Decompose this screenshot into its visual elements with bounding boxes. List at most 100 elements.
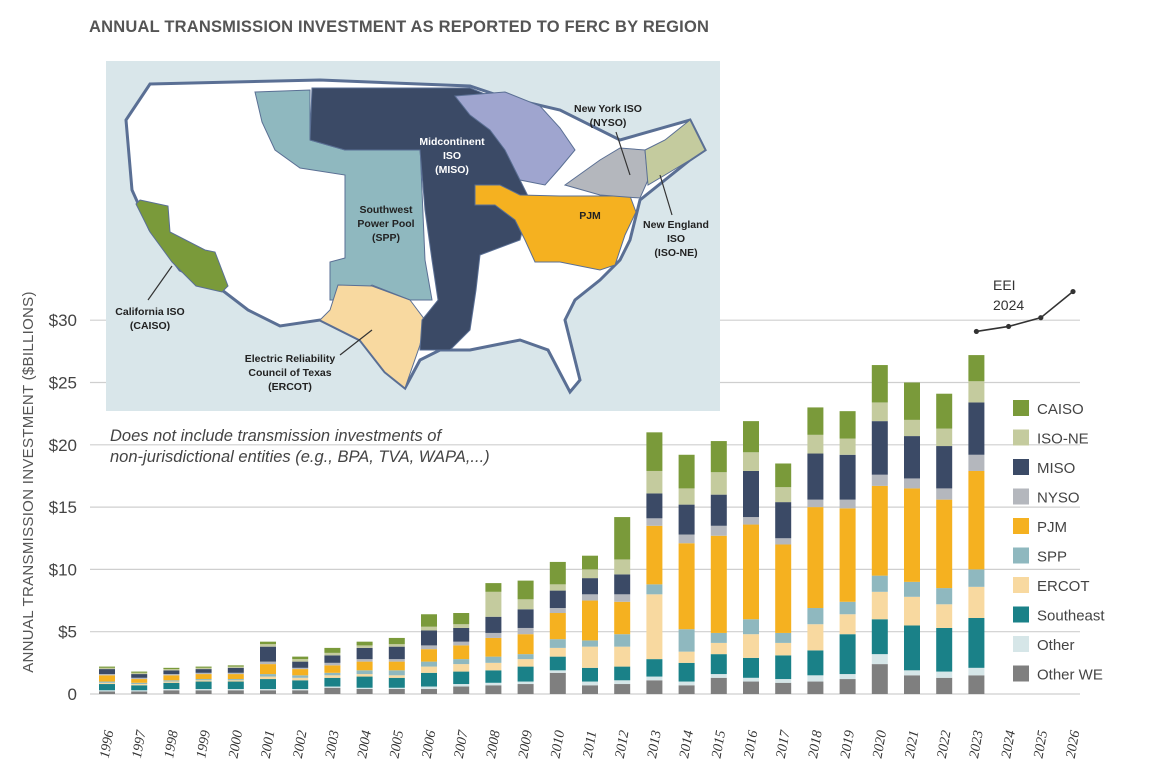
x-tick-label: 1996	[98, 729, 118, 759]
map-label-ercot: Electric Reliability	[245, 353, 336, 365]
bar-segment	[99, 691, 115, 694]
bar-segment	[485, 591, 502, 617]
y-tick-label: $30	[49, 311, 77, 330]
bar-segment	[485, 656, 502, 663]
bar-segment	[904, 581, 920, 597]
bar-segment	[99, 674, 115, 676]
bar-segment	[775, 463, 792, 488]
bar-segment	[195, 669, 212, 673]
bar-segment	[388, 644, 405, 647]
legend-label: CAISO	[1037, 401, 1084, 418]
bar-segment	[807, 624, 824, 651]
bar-segment	[839, 438, 856, 455]
bar-segment	[775, 544, 792, 633]
bar-segment	[227, 667, 244, 673]
bar-segment	[99, 682, 115, 685]
bar-segment	[968, 470, 985, 570]
bar-segment	[485, 682, 502, 686]
x-tick-label: 2009	[516, 729, 536, 759]
bar-segment	[743, 452, 759, 471]
y-tick-label: $15	[49, 498, 77, 517]
bar-segment	[453, 671, 470, 685]
x-tick-label: 2000	[227, 729, 247, 759]
x-tick-label: 2014	[677, 729, 697, 759]
bar-segment	[743, 681, 759, 694]
bar-segment	[227, 665, 244, 667]
bar-segment	[549, 670, 566, 673]
bar-segment	[904, 670, 920, 676]
bar-segment	[646, 432, 663, 471]
bar-segment	[743, 619, 759, 635]
map-label-ercot: Council of Texas	[248, 367, 331, 379]
legend-label: MISO	[1037, 460, 1075, 477]
bar-segment	[163, 674, 180, 676]
bar-segment	[582, 578, 598, 595]
bar-segment	[678, 651, 695, 663]
bar-segment	[453, 684, 470, 687]
bar-segment	[936, 499, 953, 589]
bar-segment	[904, 488, 920, 582]
bar-segment	[388, 689, 405, 694]
eei-projection: EEI 2024	[973, 277, 1076, 335]
bar-segment	[356, 674, 373, 677]
bar-segment	[678, 629, 695, 652]
bar-segment	[614, 646, 631, 667]
bar-segment	[582, 600, 598, 641]
x-tick-label: 2023	[967, 729, 987, 759]
bar-segment	[260, 664, 276, 675]
bar-segment	[710, 674, 727, 678]
bar-segment	[324, 662, 341, 666]
x-tick-label: 2007	[452, 728, 472, 759]
bar-segment	[646, 676, 663, 681]
bar-segment	[324, 677, 341, 687]
bar-segment	[968, 586, 985, 618]
bar-stacks	[99, 355, 985, 694]
x-tick-label: 2008	[484, 729, 504, 759]
bar-segment	[710, 654, 727, 675]
bar-segment	[99, 675, 115, 682]
bar-segment	[839, 499, 856, 509]
map-label-isone: New England	[643, 219, 709, 231]
x-tick-label: 2021	[903, 729, 923, 759]
bar-segment	[743, 517, 759, 525]
bar-segment	[582, 640, 598, 647]
x-tick-label: 2005	[388, 729, 408, 759]
bar-segment	[421, 672, 437, 687]
bar-segment	[968, 402, 985, 455]
bar-segment	[227, 666, 244, 668]
bar-segment	[356, 645, 373, 648]
bar-segment	[163, 689, 180, 691]
map-label-pjm: PJM	[579, 210, 601, 222]
x-axis-ticks: 1996 1997 1998 1999 2000 2001 2002 2003 2004 2005…	[98, 728, 1084, 759]
bar-segment	[324, 687, 341, 694]
bar-segment	[388, 646, 405, 660]
bar-segment	[388, 675, 405, 678]
bar-segment	[227, 681, 244, 690]
bar-segment	[904, 625, 920, 671]
bar-segment	[582, 646, 598, 668]
map-label-spp: (SPP)	[372, 232, 400, 244]
bar-segment	[614, 594, 631, 602]
bar-segment	[227, 689, 244, 691]
bar-segment	[710, 535, 727, 633]
bar-segment	[260, 676, 276, 680]
bar-segment	[517, 681, 534, 685]
bar-segment	[260, 646, 276, 662]
eei-label-line1: EEI	[993, 277, 1016, 293]
bar-segment	[710, 642, 727, 655]
x-tick-label: 2020	[871, 729, 891, 759]
bar-segment	[968, 569, 985, 587]
bar-segment	[710, 632, 727, 643]
bar-segment	[743, 677, 759, 682]
bar-segment	[195, 690, 212, 694]
legend-label: NYSO	[1037, 490, 1080, 507]
bar-segment	[614, 680, 631, 685]
bar-segment	[260, 690, 276, 694]
bar-segment	[99, 669, 115, 675]
bar-segment	[549, 608, 566, 614]
bar-segment	[871, 591, 888, 620]
map-label-isone: (ISO-NE)	[654, 247, 697, 259]
eei-projection-point	[973, 328, 980, 335]
bar-segment	[743, 421, 759, 453]
